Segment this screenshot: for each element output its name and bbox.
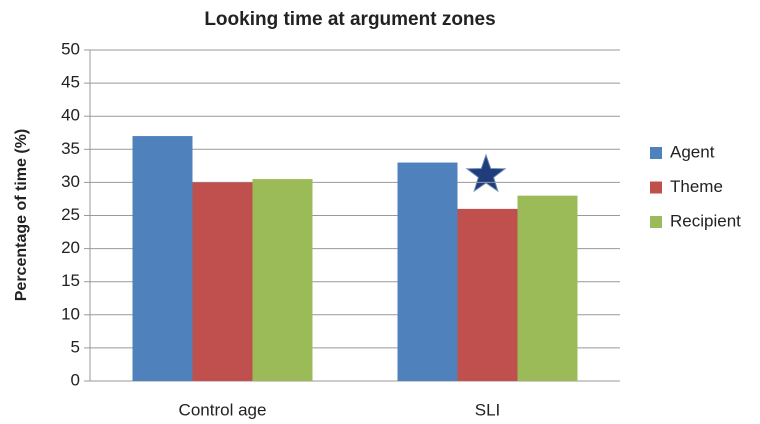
significance-star: [465, 153, 507, 193]
legend-swatch: [650, 147, 662, 159]
bar: [457, 208, 518, 381]
y-tick-label: 30: [61, 172, 80, 191]
y-axis-label: Percentage of time (%): [13, 129, 30, 301]
legend-label: Agent: [670, 142, 715, 161]
y-tick-label: 45: [61, 73, 80, 92]
legend-label: Recipient: [670, 211, 741, 230]
bar: [252, 179, 313, 381]
y-tick-label: 40: [61, 106, 80, 125]
legend-label: Theme: [670, 177, 723, 196]
y-tick-label: 0: [71, 370, 80, 389]
y-tick-label: 15: [61, 271, 80, 290]
bar: [192, 182, 253, 381]
legend-swatch: [650, 181, 662, 194]
y-tick-label: 5: [71, 337, 80, 356]
bar: [397, 162, 458, 381]
bar: [132, 136, 193, 381]
x-tick-label: SLI: [475, 400, 501, 419]
y-tick-label: 20: [61, 238, 80, 257]
y-tick-label: 35: [61, 139, 80, 158]
legend-swatch: [650, 216, 662, 228]
y-tick-label: 50: [61, 39, 80, 58]
x-tick-label: Control age: [179, 400, 267, 419]
chart-title: Looking time at argument zones: [204, 9, 495, 30]
bar: [517, 195, 578, 381]
y-tick-label: 25: [61, 205, 80, 224]
y-tick-label: 10: [61, 304, 80, 323]
